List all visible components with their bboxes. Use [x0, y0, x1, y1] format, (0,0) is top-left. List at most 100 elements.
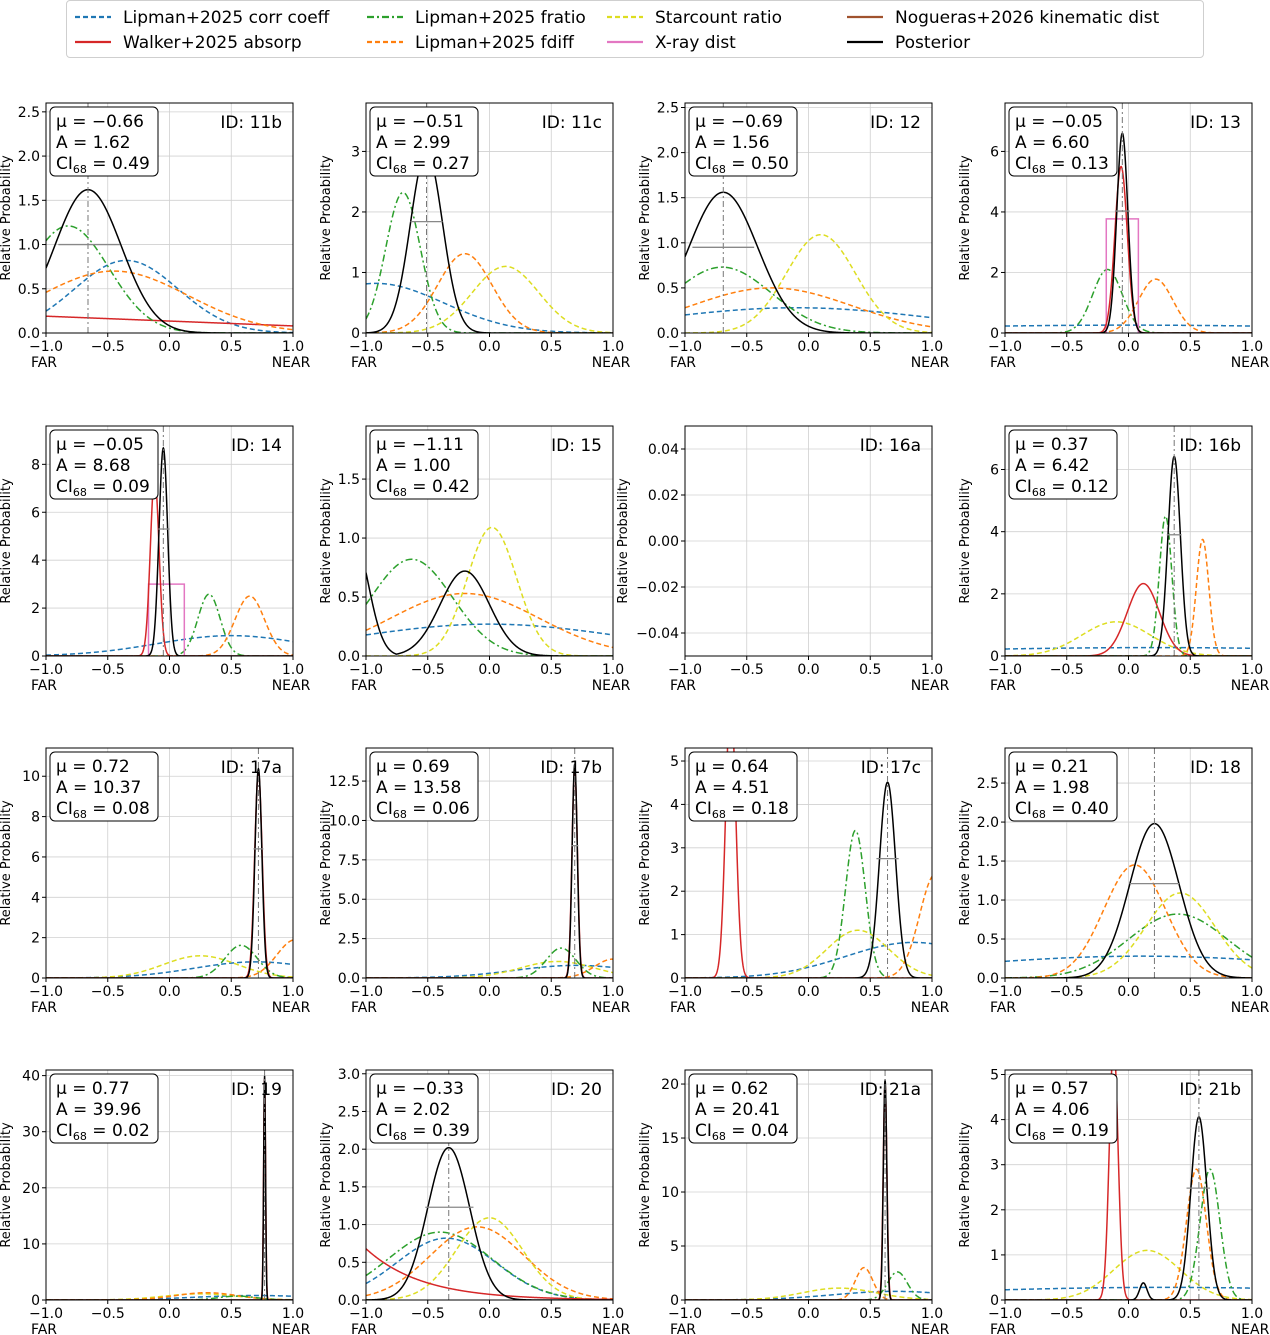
y-tick-label: 2.5: [338, 1104, 360, 1120]
stat-ci68: CI68 = 0.08: [56, 799, 150, 821]
near-label: NEAR: [911, 1000, 950, 1016]
far-label: FAR: [31, 1000, 57, 1016]
series-walker-2025-absorp: [46, 315, 293, 327]
x-tick-label: 1.0: [282, 662, 304, 678]
far-label: FAR: [670, 678, 696, 694]
stats-box-frame: [688, 751, 798, 822]
stat-ci68: CI68 = 0.19: [1015, 1121, 1109, 1143]
y-tick-label: 0: [31, 971, 40, 987]
y-tick-label: 4: [670, 797, 679, 813]
panel-id-label: ID: 17a: [221, 758, 282, 778]
y-axis-label: Relative Probability: [958, 155, 973, 281]
x-tick-label: 0.5: [540, 1306, 562, 1322]
y-axis-label: Relative Probability: [638, 1122, 653, 1248]
y-axis-label: Relative Probability: [319, 800, 334, 926]
stats-box-frame: [688, 106, 798, 177]
y-tick-label: 1.0: [338, 531, 360, 547]
x-tick-label: 0.5: [859, 662, 881, 678]
grid: [684, 426, 933, 656]
y-tick-label: 2.5: [338, 932, 360, 948]
y-tick-label: 2: [31, 931, 40, 947]
y-tick-label: 0.00: [648, 534, 679, 550]
stat-mu: μ = −0.05: [1015, 112, 1103, 132]
y-tick-label: 2.5: [18, 105, 40, 121]
y-tick-label: 0.5: [338, 1255, 360, 1271]
y-tick-label: 1.0: [657, 236, 679, 252]
far-label: FAR: [351, 1000, 377, 1016]
series-lipman-2025-corr-coeff: [1005, 324, 1252, 327]
y-tick-label: 2: [351, 205, 360, 221]
y-tick-label: 2.0: [18, 149, 40, 165]
far-label: FAR: [990, 1000, 1016, 1016]
x-tick-label: 0.0: [158, 1306, 180, 1322]
far-label: FAR: [31, 1322, 57, 1335]
x-tick-label: 1.0: [602, 984, 624, 1000]
x-tick-label: −0.5: [91, 339, 125, 355]
y-tick-label: 7.5: [338, 853, 360, 869]
panel-id-label: ID: 17c: [861, 758, 921, 778]
stats-box-frame: [369, 429, 479, 500]
stats-box-frame: [369, 751, 479, 822]
x-tick-label: 0.0: [478, 984, 500, 1000]
x-tick-label: 0.5: [1179, 1306, 1201, 1322]
y-tick-label: 1.5: [18, 193, 40, 209]
panel-16b: −1.0 −0.5 0.0 0.5 1.0 FAR NEAR 0 2 4 6 Relative Pro…: [958, 425, 1270, 694]
legend-entry: Starcount ratio: [607, 8, 782, 28]
x-tick-label: 0.5: [220, 339, 242, 355]
x-tick-label: 1.0: [1241, 1306, 1263, 1322]
x-tick-label: 0.5: [220, 1306, 242, 1322]
y-tick-label: 0.02: [648, 488, 679, 504]
x-tick-label: −1.0: [29, 1306, 63, 1322]
y-tick-label: 1.5: [657, 191, 679, 207]
panel-id-label: ID: 15: [551, 436, 602, 456]
stat-ci68: CI68 = 0.06: [376, 799, 470, 821]
series-lipman-2025-fdiff: [366, 592, 613, 649]
stat-amplitude: A = 10.37: [56, 778, 141, 798]
x-tick-label: 1.0: [602, 662, 624, 678]
x-tick-label: 0.0: [1117, 339, 1139, 355]
near-label: NEAR: [1231, 678, 1270, 694]
panel-16a: −1.0 −0.5 0.0 0.5 1.0 FAR NEAR −0.04 −0.02 0.00 0.…: [616, 425, 950, 694]
x-tick-label: 0.0: [797, 984, 819, 1000]
series-group: [366, 1070, 613, 1300]
stat-ci68: CI68 = 0.42: [376, 477, 470, 499]
stat-mu: μ = 0.69: [376, 757, 450, 777]
x-tick-label: 0.0: [158, 984, 180, 1000]
legend-label: Walker+2025 absorp: [123, 33, 302, 53]
near-label: NEAR: [272, 1000, 311, 1016]
x-tick-label: −1.0: [349, 339, 383, 355]
panel-14: −1.0 −0.5 0.0 0.5 1.0 FAR NEAR 0 2 4 6 8 Relative Pr…: [0, 425, 311, 694]
x-tick-label: 0.0: [478, 339, 500, 355]
legend-entry: Nogueras+2026 kinematic dist: [847, 8, 1160, 28]
stat-ci68: CI68 = 0.04: [695, 1121, 789, 1143]
x-tick-label: −0.5: [91, 1306, 125, 1322]
y-tick-label: 20: [661, 1077, 679, 1093]
x-tick-label: −0.5: [91, 662, 125, 678]
y-tick-label: 6: [31, 850, 40, 866]
series-walker-2025-absorp: [1005, 165, 1252, 333]
stat-amplitude: A = 1.00: [376, 456, 451, 476]
stat-amplitude: A = 6.60: [1015, 133, 1090, 153]
y-tick-label: 4: [31, 553, 40, 569]
x-tick-label: 1.0: [1241, 662, 1263, 678]
y-axis-label: Relative Probability: [0, 800, 14, 926]
stat-mu: μ = −0.66: [56, 112, 144, 132]
panel-21a: −1.0 −0.5 0.0 0.5 1.0 FAR NEAR 0 5 10 15 20 Relative…: [638, 1069, 950, 1335]
y-tick-label: 1: [990, 1248, 999, 1264]
y-tick-label: 4: [31, 890, 40, 906]
y-tick-label: 2.0: [657, 146, 679, 162]
stat-amplitude: A = 39.96: [56, 1100, 141, 1120]
y-tick-label: 2.0: [977, 815, 999, 831]
stat-mu: μ = 0.77: [56, 1079, 130, 1099]
near-label: NEAR: [911, 355, 950, 371]
series-posterior: [685, 191, 932, 333]
series-posterior: [685, 1079, 932, 1300]
x-tick-label: 1.0: [921, 339, 943, 355]
stat-ci68: CI68 = 0.09: [56, 477, 150, 499]
